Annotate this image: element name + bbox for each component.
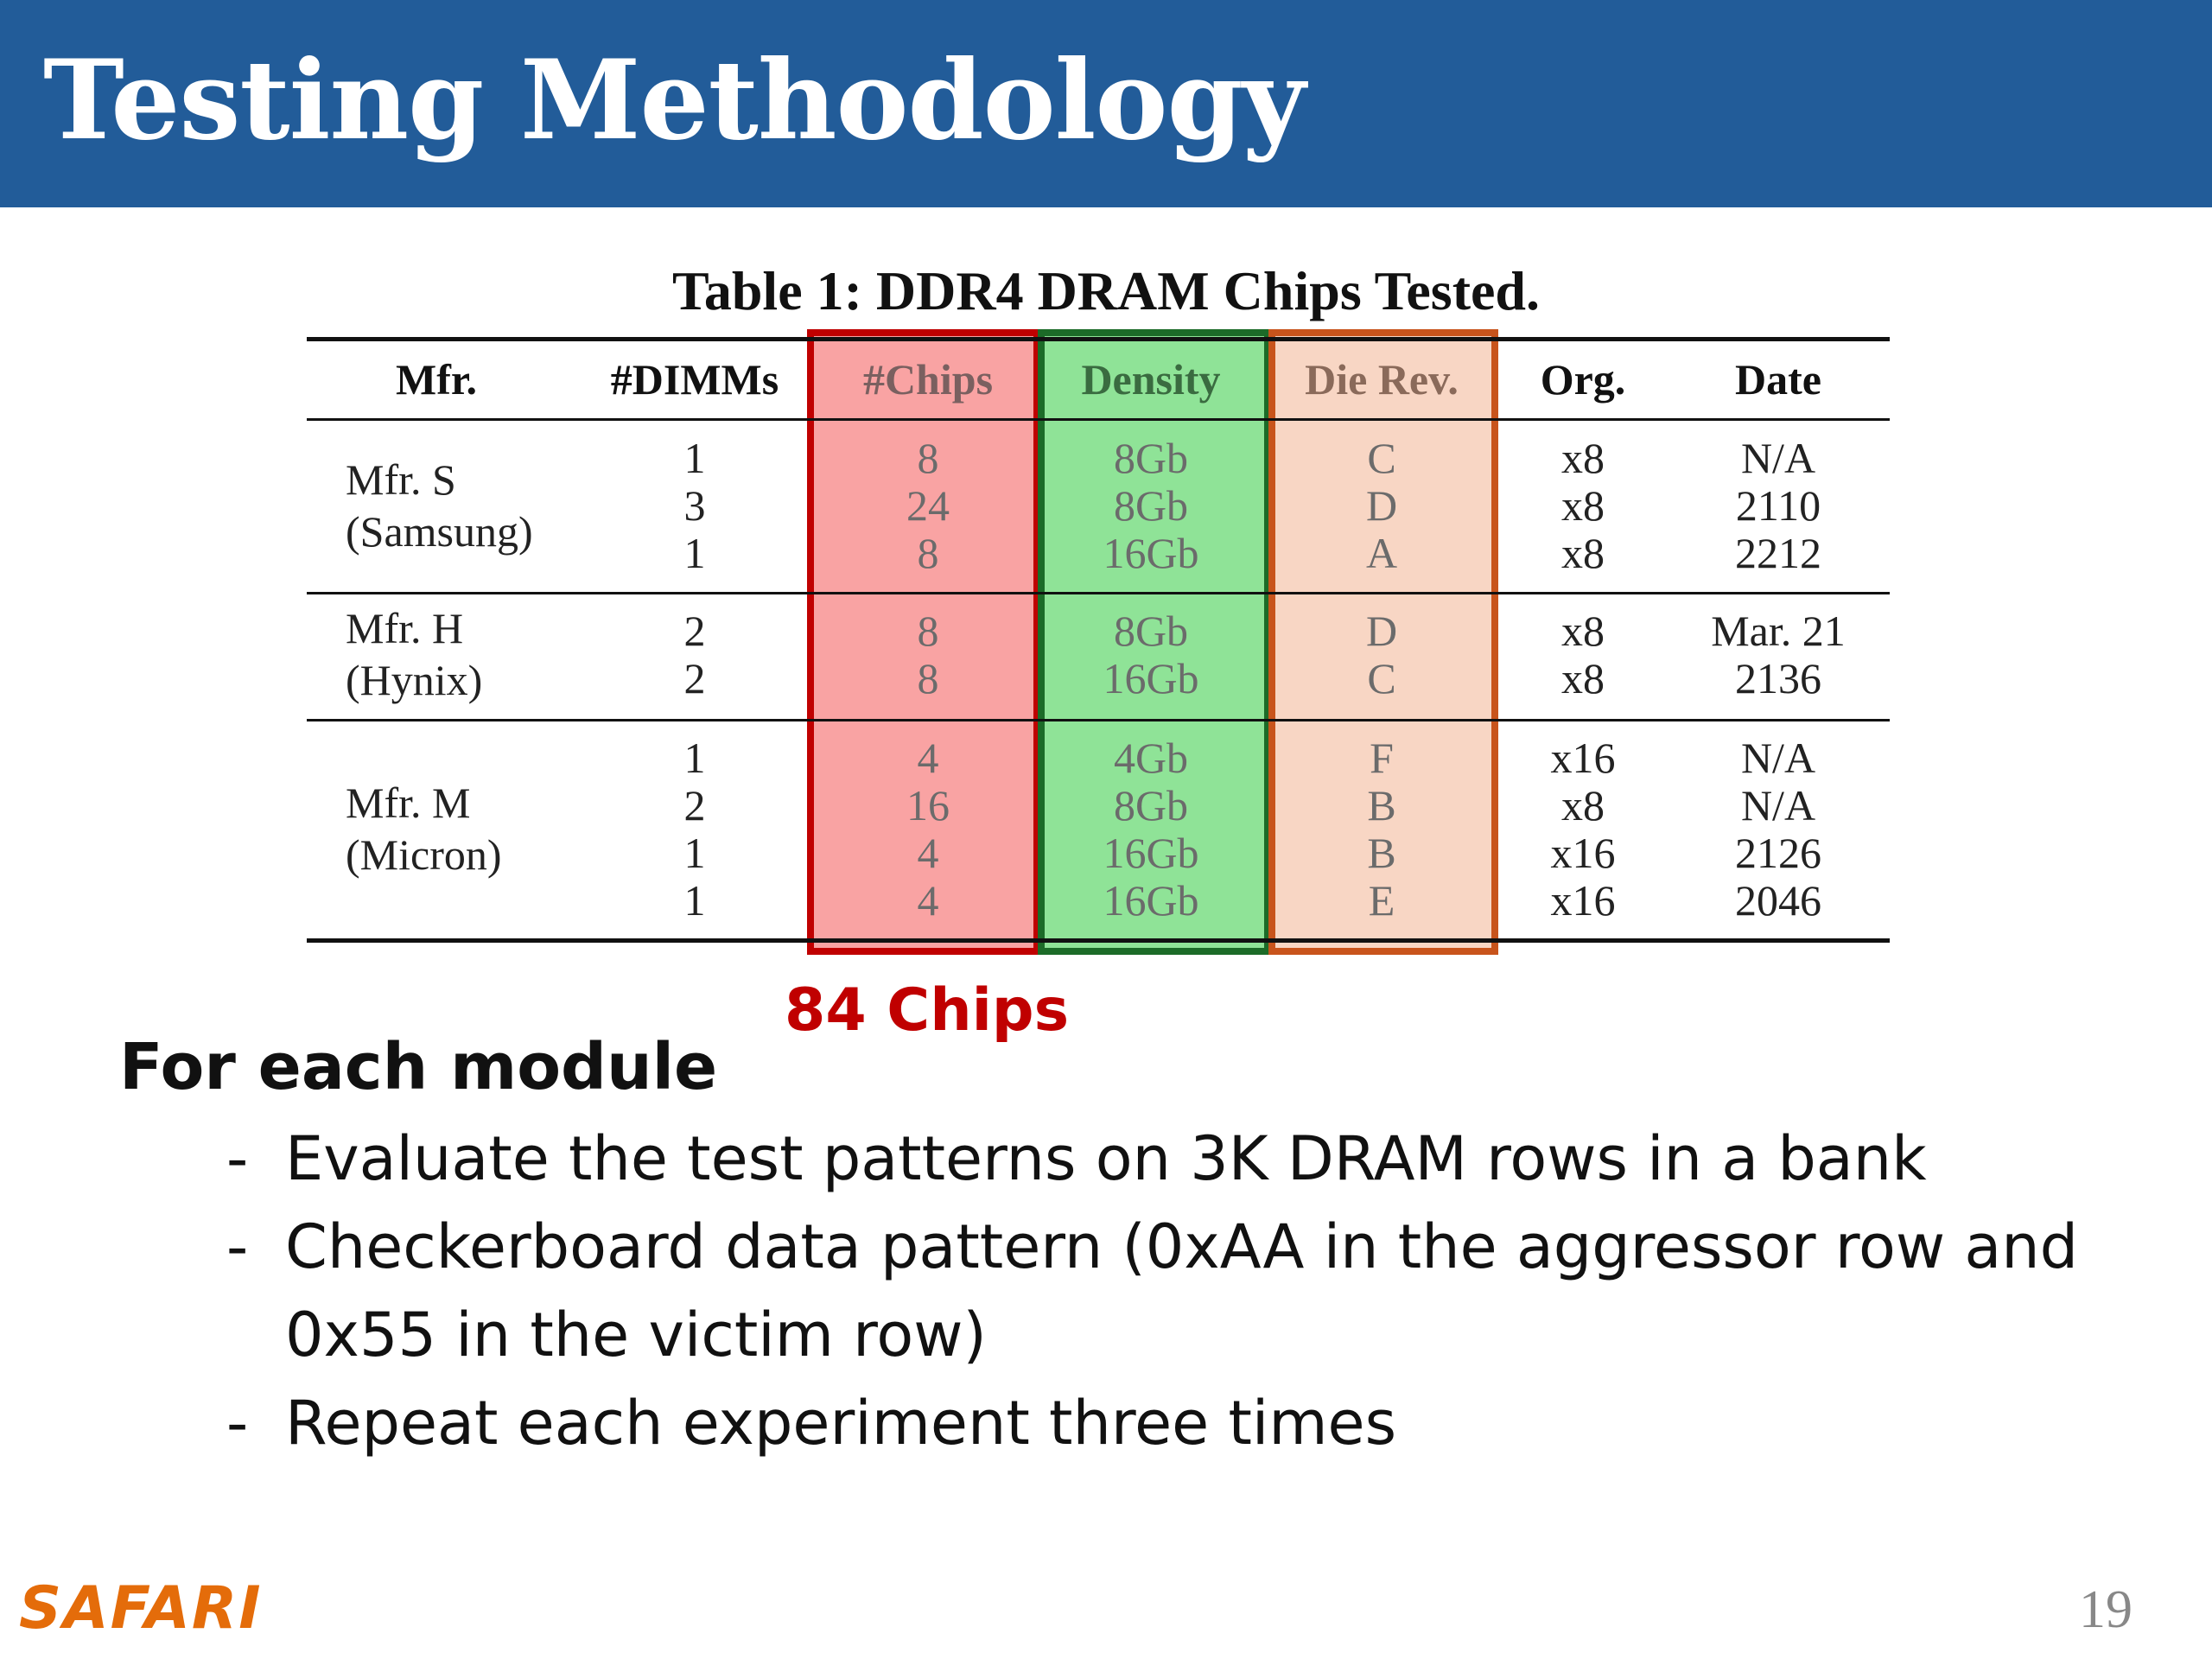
bullet-item: - Checkerboard data pattern (0xAA in the … (226, 1203, 2078, 1379)
bullet-dash: - (226, 1388, 249, 1459)
bullet-text-continued: 0x55 in the victim row) (285, 1300, 987, 1370)
table-cell-die-rev: C (1367, 654, 1396, 702)
title-bar (0, 0, 2212, 207)
table-cell-density: 8Gb (1113, 434, 1189, 482)
manufacturer-label: Mfr. S (346, 454, 456, 504)
table-cell-date: N/A (1740, 434, 1816, 482)
table-caption: Table 1: DDR4 DRAM Chips Tested. (672, 260, 1540, 321)
manufacturer-label: Mfr. H (346, 604, 464, 652)
table-cell-density: 16Gb (1103, 829, 1199, 877)
table-cell-org: x8 (1561, 529, 1605, 577)
table-cell-org: x8 (1561, 434, 1605, 482)
column-header-density: Density (1081, 355, 1221, 404)
bullet-dash: - (226, 1123, 249, 1194)
density-column-highlight (1038, 329, 1271, 955)
column-header-date: Date (1735, 355, 1821, 404)
table-cell-die-rev: E (1368, 876, 1395, 925)
table-cell-date: 2126 (1735, 829, 1821, 877)
column-header-org: Org. (1540, 355, 1626, 404)
table-cell-chips: 8 (917, 434, 939, 482)
table-cell-dimms: 2 (683, 607, 706, 655)
table-cell-org: x16 (1550, 734, 1616, 782)
table-cell-chips: 4 (917, 734, 939, 782)
table-cell-die-rev: D (1365, 607, 1398, 655)
table-cell-org: x16 (1550, 829, 1616, 877)
bullet-item: - Evaluate the test patterns on 3K DRAM r… (226, 1115, 1927, 1203)
table-cell-dimms: 3 (683, 481, 706, 530)
table-cell-dimms: 1 (683, 734, 706, 782)
table-cell-density: 16Gb (1103, 876, 1199, 925)
table-cell-date: 2212 (1735, 529, 1821, 577)
bullet-dash: - (226, 1211, 249, 1282)
table-cell-die-rev: F (1370, 734, 1394, 782)
table-cell-die-rev: A (1365, 529, 1398, 577)
table-cell-chips: 4 (917, 829, 939, 877)
table-cell-die-rev: B (1367, 829, 1396, 877)
table-cell-org: x8 (1561, 781, 1605, 830)
table-cell-org: x8 (1561, 481, 1605, 530)
table-cell-density: 8Gb (1113, 607, 1189, 655)
bullet-text: Repeat each experiment three times (285, 1388, 1397, 1459)
table-cell-density: 4Gb (1113, 734, 1189, 782)
manufacturer-label: (Micron) (346, 830, 502, 879)
table-cell-date: 2136 (1735, 654, 1821, 702)
table-cell-chips: 8 (917, 654, 939, 702)
manufacturer-label: (Samsung) (346, 506, 533, 556)
table-cell-chips: 24 (906, 481, 950, 530)
table-cell-density: 8Gb (1113, 481, 1189, 530)
table-cell-date: 2046 (1735, 876, 1821, 925)
table-cell-dimms: 2 (683, 654, 706, 702)
page-number: 19 (2079, 1580, 2133, 1639)
table-cell-die-rev: C (1367, 434, 1396, 482)
table-cell-chips: 4 (917, 876, 939, 925)
die-rev-column-highlight (1268, 329, 1498, 955)
table-cell-density: 16Gb (1103, 654, 1199, 702)
table-cell-date: N/A (1740, 781, 1816, 830)
manufacturer-label: (Hynix) (346, 656, 483, 704)
bullet-item: - Repeat each experiment three times (226, 1379, 1396, 1467)
section-heading: For each module (119, 1030, 718, 1104)
chips-total-annotation: 84 Chips (785, 976, 1070, 1045)
table-cell-org: x16 (1550, 876, 1616, 925)
table-cell-density: 16Gb (1103, 529, 1199, 577)
table-cell-dimms: 1 (683, 434, 706, 482)
table-cell-dimms: 1 (683, 829, 706, 877)
table-cell-dimms: 1 (683, 876, 706, 925)
column-header-mfr: Mfr. (396, 355, 477, 404)
table-cell-dimms: 1 (683, 529, 706, 577)
table-header-rule (307, 418, 1890, 421)
column-header-die-rev: Die Rev. (1305, 355, 1459, 404)
table-cell-die-rev: B (1367, 781, 1396, 830)
table-cell-date: 2110 (1735, 481, 1821, 530)
chips-column-highlight (807, 329, 1040, 955)
table-bottom-rule (307, 938, 1890, 943)
column-header-chips: #Chips (862, 355, 994, 404)
bullet-text: Evaluate the test patterns on 3K DRAM ro… (285, 1123, 1927, 1194)
table-cell-die-rev: D (1365, 481, 1398, 530)
table-cell-org: x8 (1561, 654, 1605, 702)
manufacturer-label: Mfr. M (346, 779, 471, 827)
table-cell-chips: 8 (917, 529, 939, 577)
slide-title: Testing Methodology (43, 36, 1306, 164)
table-group-rule (307, 719, 1890, 721)
table-cell-chips: 8 (917, 607, 939, 655)
table-top-rule (307, 337, 1890, 341)
table-cell-dimms: 2 (683, 781, 706, 830)
column-header-dimms: #DIMMs (610, 355, 779, 404)
table-group-rule (307, 592, 1890, 594)
table-cell-date: Mar. 21 (1711, 607, 1846, 655)
safari-logo: SAFARI (19, 1574, 263, 1643)
bullet-text: Checkerboard data pattern (0xAA in the a… (285, 1211, 2079, 1282)
table-cell-date: N/A (1740, 734, 1816, 782)
table-cell-density: 8Gb (1113, 781, 1189, 830)
table-cell-chips: 16 (906, 781, 950, 830)
table-cell-org: x8 (1561, 607, 1605, 655)
